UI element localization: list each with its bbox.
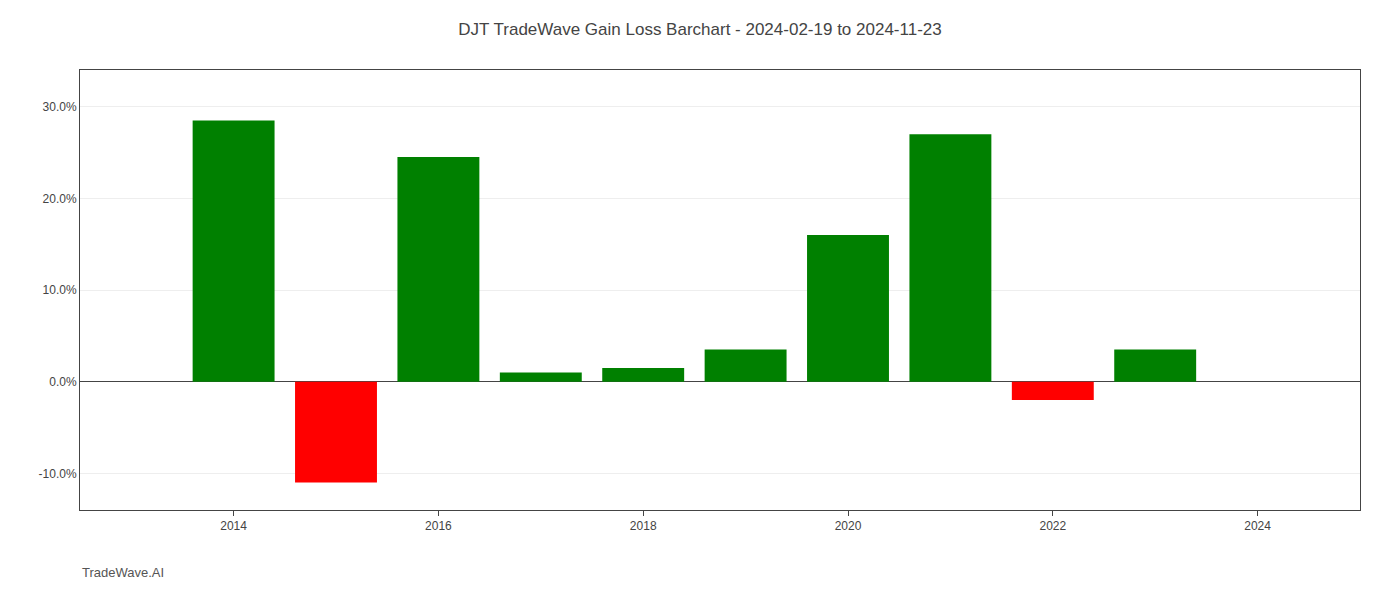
svg-text:2024: 2024 (1244, 519, 1271, 533)
svg-text:30.0%: 30.0% (43, 100, 77, 114)
svg-text:2014: 2014 (220, 519, 247, 533)
svg-text:DJT TradeWave Gain Loss Barcha: DJT TradeWave Gain Loss Barchart - 2024-… (458, 20, 942, 39)
svg-text:20.0%: 20.0% (43, 192, 77, 206)
svg-text:-10.0%: -10.0% (39, 467, 77, 481)
svg-text:2016: 2016 (425, 519, 452, 533)
svg-text:10.0%: 10.0% (43, 283, 77, 297)
svg-text:0.0%: 0.0% (49, 375, 77, 389)
svg-text:2020: 2020 (835, 519, 862, 533)
svg-text:TradeWave.AI: TradeWave.AI (82, 565, 164, 580)
svg-text:2022: 2022 (1039, 519, 1066, 533)
svg-text:2018: 2018 (630, 519, 657, 533)
